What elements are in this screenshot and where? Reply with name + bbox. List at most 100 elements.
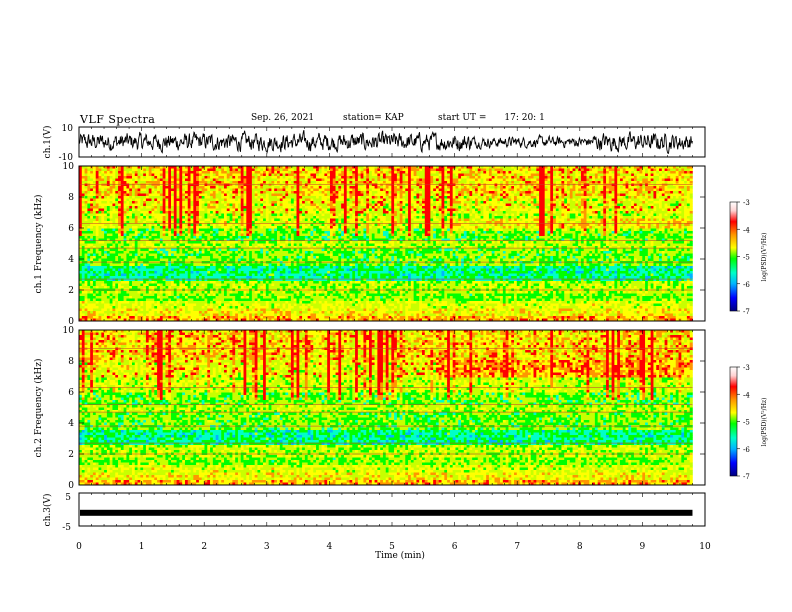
spectrogram-cell	[533, 176, 540, 179]
spectrogram-cell	[115, 171, 119, 174]
date-label: Sep. 26, 2021	[251, 113, 315, 123]
spectrogram-cell	[555, 238, 559, 242]
spectrogram-cell	[212, 171, 219, 174]
spectrogram-cell	[391, 173, 398, 177]
spectrogram-cell	[173, 168, 177, 172]
spectrogram-cell	[371, 191, 378, 194]
spectrogram-cell	[240, 203, 244, 207]
spectrogram-cell	[360, 231, 364, 234]
spectrogram-cell	[329, 173, 336, 177]
spectrogram-cell	[109, 193, 116, 197]
spectrogram-cell	[483, 191, 490, 194]
spectrogram-cell	[254, 213, 261, 217]
spectrogram-cell	[268, 188, 272, 192]
spectrogram-cell	[486, 196, 490, 199]
spectrogram-cell	[461, 211, 465, 214]
spectrogram-cell	[279, 236, 283, 239]
spectrogram-cell	[226, 238, 230, 242]
spectrogram-cell	[369, 168, 375, 172]
spectrogram-cell	[622, 223, 626, 227]
spectrogram-cell	[302, 231, 308, 234]
spectrogram-cell	[636, 191, 643, 194]
spectrogram-cell	[120, 233, 124, 237]
spectrogram-cell	[243, 203, 247, 207]
spectrogram-cell	[580, 166, 587, 169]
spectrogram-cell	[346, 216, 350, 219]
spectrogram-cell	[650, 173, 654, 177]
spectrogram-cell	[240, 211, 244, 214]
spectrogram-cell	[313, 188, 320, 192]
spectrogram-cell	[600, 233, 604, 237]
spectrogram-cell	[293, 168, 297, 172]
spectrogram-cell	[302, 181, 308, 184]
spectrogram-cell	[474, 173, 479, 177]
spectrogram-cell	[357, 208, 361, 212]
spectrogram-cell	[123, 196, 130, 199]
spectrogram-cell	[151, 198, 155, 202]
spectrogram-cell	[296, 213, 300, 217]
spectrogram-cell	[123, 226, 133, 229]
spectrogram-cell	[215, 213, 219, 217]
spectrogram-cell	[684, 211, 690, 214]
spectrogram-cell	[98, 218, 102, 222]
spectrogram-cell	[555, 186, 565, 189]
spectrogram-cell	[580, 201, 585, 204]
spectrogram-cell	[279, 213, 283, 217]
spectrogram-cell	[555, 231, 559, 234]
spectrogram-cell	[681, 216, 685, 219]
spectrogram-cell	[539, 173, 545, 177]
spectrogram-cell	[318, 236, 322, 239]
spectrogram-cell	[408, 168, 412, 172]
spectrogram-cell	[140, 231, 144, 234]
spectrogram-cell	[410, 191, 414, 194]
spectrogram-cell	[126, 216, 130, 219]
spectrogram-cell	[343, 201, 347, 204]
spectrogram-cell	[184, 223, 189, 227]
spectrogram-cell	[271, 168, 275, 172]
spectrogram-cell	[639, 228, 643, 232]
spectrogram-cell	[352, 236, 364, 239]
spectrogram-cell	[349, 193, 356, 197]
spectrogram-cell	[477, 198, 481, 202]
spectrogram-cell	[670, 168, 677, 172]
spectrogram-cell	[396, 241, 400, 244]
spectrogram-cell	[123, 171, 127, 174]
spectrogram-cell	[282, 208, 286, 212]
spectrogram-cell	[321, 233, 328, 237]
spectrogram-cell	[369, 211, 384, 214]
spectrogram-cell	[396, 238, 400, 242]
spectrogram-cell	[589, 201, 593, 204]
spectrogram-cell	[143, 176, 147, 179]
spectrogram-cell	[511, 226, 515, 229]
spectrogram-cell	[215, 208, 222, 212]
spectrogram-cell	[650, 236, 654, 239]
spectrogram-cell	[592, 221, 596, 224]
spectrogram-cell	[79, 208, 83, 212]
spectrogram-cell	[237, 241, 242, 244]
spectrogram-cell	[193, 233, 197, 237]
spectrogram-cell	[104, 191, 108, 194]
spectrogram-cell	[433, 236, 437, 239]
spectrogram-cell	[589, 178, 593, 182]
spectrogram-cell	[480, 203, 490, 207]
spectrogram-cell	[597, 191, 601, 194]
spectrogram-cell	[173, 176, 177, 179]
spectrogram-cell	[575, 188, 579, 192]
spectrogram-cell	[154, 191, 158, 194]
spectrogram-cell	[246, 223, 253, 227]
spectrogram-cell	[661, 218, 665, 222]
spectrogram-cell	[165, 178, 169, 182]
spectrogram-cell	[168, 171, 172, 174]
spectrogram-cell	[689, 203, 693, 207]
spectrogram-cell	[396, 178, 400, 182]
spectrogram-cell	[597, 186, 604, 189]
spectrogram-cell	[686, 206, 690, 209]
spectrogram-cell	[600, 218, 604, 222]
spectrogram-cell	[653, 171, 657, 174]
spectrogram-cell	[491, 218, 495, 222]
spectrogram-cell	[229, 188, 233, 192]
spectrogram-cell	[494, 208, 498, 212]
spectrogram-cell	[232, 236, 239, 239]
spectrogram-cell	[329, 198, 336, 202]
spectrogram-cell	[296, 211, 303, 214]
